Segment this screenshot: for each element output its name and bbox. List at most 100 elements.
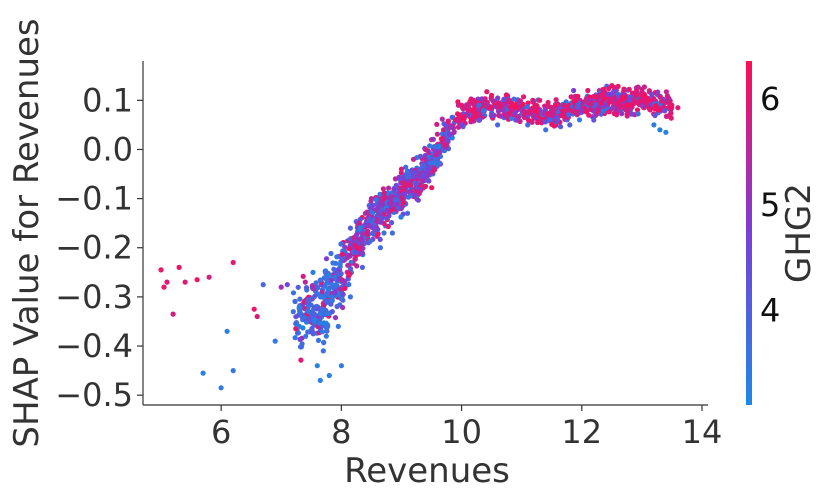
scatter-point	[431, 166, 437, 172]
scatter-point	[340, 304, 346, 311]
scatter-point	[535, 112, 541, 118]
scatter-point	[323, 298, 329, 305]
scatter-point	[371, 225, 377, 231]
scatter-point	[394, 201, 400, 207]
y-tick-label: 0.1	[82, 81, 133, 119]
scatter-point	[477, 117, 483, 123]
scatter-point	[561, 102, 567, 108]
scatter-point	[541, 111, 547, 117]
scatter-point	[321, 339, 327, 346]
scatter-point	[317, 377, 323, 383]
scatter-point	[624, 111, 630, 117]
scatter-point	[508, 115, 514, 121]
scatter-point	[443, 123, 449, 129]
scatter-point	[596, 104, 603, 110]
scatter-point	[384, 208, 390, 214]
scatter-point	[385, 223, 391, 230]
scatter-point	[328, 250, 334, 257]
scatter-point	[346, 273, 352, 279]
x-axis-label: Revenues	[344, 451, 510, 491]
scatter-point	[357, 226, 363, 232]
scatter-point	[553, 97, 559, 103]
scatter-point	[446, 132, 453, 138]
scatter-point	[378, 215, 384, 221]
scatter-point	[323, 256, 330, 262]
scatter-point	[530, 98, 537, 104]
y-tick-label: −0.5	[55, 376, 133, 414]
scatter-point	[400, 179, 406, 185]
scatter-point	[293, 320, 300, 326]
scatter-point	[583, 109, 590, 115]
scatter-point	[251, 306, 257, 312]
scatter-point	[320, 348, 326, 354]
colorbar-tick-label: 6	[760, 80, 780, 118]
scatter-point	[374, 205, 380, 211]
scatter-point	[297, 344, 304, 350]
scatter-point	[380, 186, 386, 192]
scatter-point	[422, 174, 428, 180]
scatter-point	[303, 285, 310, 291]
scatter-point	[441, 142, 447, 148]
scatter-point	[296, 304, 302, 310]
scatter-point	[373, 197, 379, 203]
scatter-point	[413, 181, 420, 187]
scatter-point	[410, 156, 417, 162]
scatter-point	[428, 137, 435, 143]
scatter-point	[357, 236, 363, 242]
scatter-point	[399, 195, 406, 201]
scatter-point	[543, 127, 549, 133]
scatter-point	[346, 281, 352, 288]
scatter-point	[353, 250, 359, 256]
scatter-point	[335, 323, 341, 329]
scatter-point	[664, 113, 670, 119]
scatter-point	[364, 231, 370, 237]
y-axis-label: SHAP Value for Revenues	[7, 18, 47, 447]
scatter-point	[653, 103, 659, 109]
scatter-point	[297, 296, 303, 302]
y-tick-label: 0.0	[82, 130, 133, 168]
scatter-point	[439, 116, 445, 122]
scatter-point	[645, 97, 651, 103]
scatter-point	[471, 106, 477, 112]
scatter-point	[445, 118, 451, 124]
scatter-point	[405, 172, 411, 178]
scatter-point	[340, 291, 346, 297]
scatter-point	[332, 289, 338, 295]
scatter-point	[675, 105, 681, 111]
scatter-point	[549, 107, 555, 113]
scatter-point	[330, 260, 336, 266]
scatter-point	[566, 112, 572, 118]
scatter-point	[633, 88, 640, 94]
scatter-point	[448, 124, 454, 130]
scatter-point	[501, 96, 507, 102]
scatter-point	[508, 107, 515, 113]
scatter-point	[348, 266, 354, 272]
scatter-point	[429, 185, 435, 191]
scatter-point	[483, 102, 489, 108]
scatter-point	[290, 290, 297, 296]
scatter-point	[338, 241, 344, 247]
colorbar-tick-label: 5	[760, 186, 780, 224]
scatter-point	[548, 112, 554, 118]
scatter-point	[341, 279, 347, 285]
scatter-point	[614, 112, 620, 118]
scatter-point	[615, 100, 621, 106]
scatter-point	[296, 323, 302, 329]
scatter-point	[440, 127, 447, 133]
scatter-point	[194, 277, 200, 283]
scatter-point	[401, 175, 407, 181]
scatter-point	[303, 333, 309, 339]
scatter-point	[597, 92, 603, 98]
scatter-point	[284, 282, 290, 288]
scatter-point	[600, 89, 606, 95]
scatter-point	[306, 316, 312, 322]
scatter-point	[549, 121, 555, 127]
scatter-point	[328, 277, 334, 283]
scatter-point	[471, 102, 477, 108]
scatter-point	[434, 131, 440, 137]
scatter-point	[375, 231, 381, 237]
scatter-point	[619, 111, 625, 117]
scatter-point	[501, 107, 507, 113]
scatter-point	[354, 263, 360, 269]
scatter-point	[586, 100, 593, 107]
